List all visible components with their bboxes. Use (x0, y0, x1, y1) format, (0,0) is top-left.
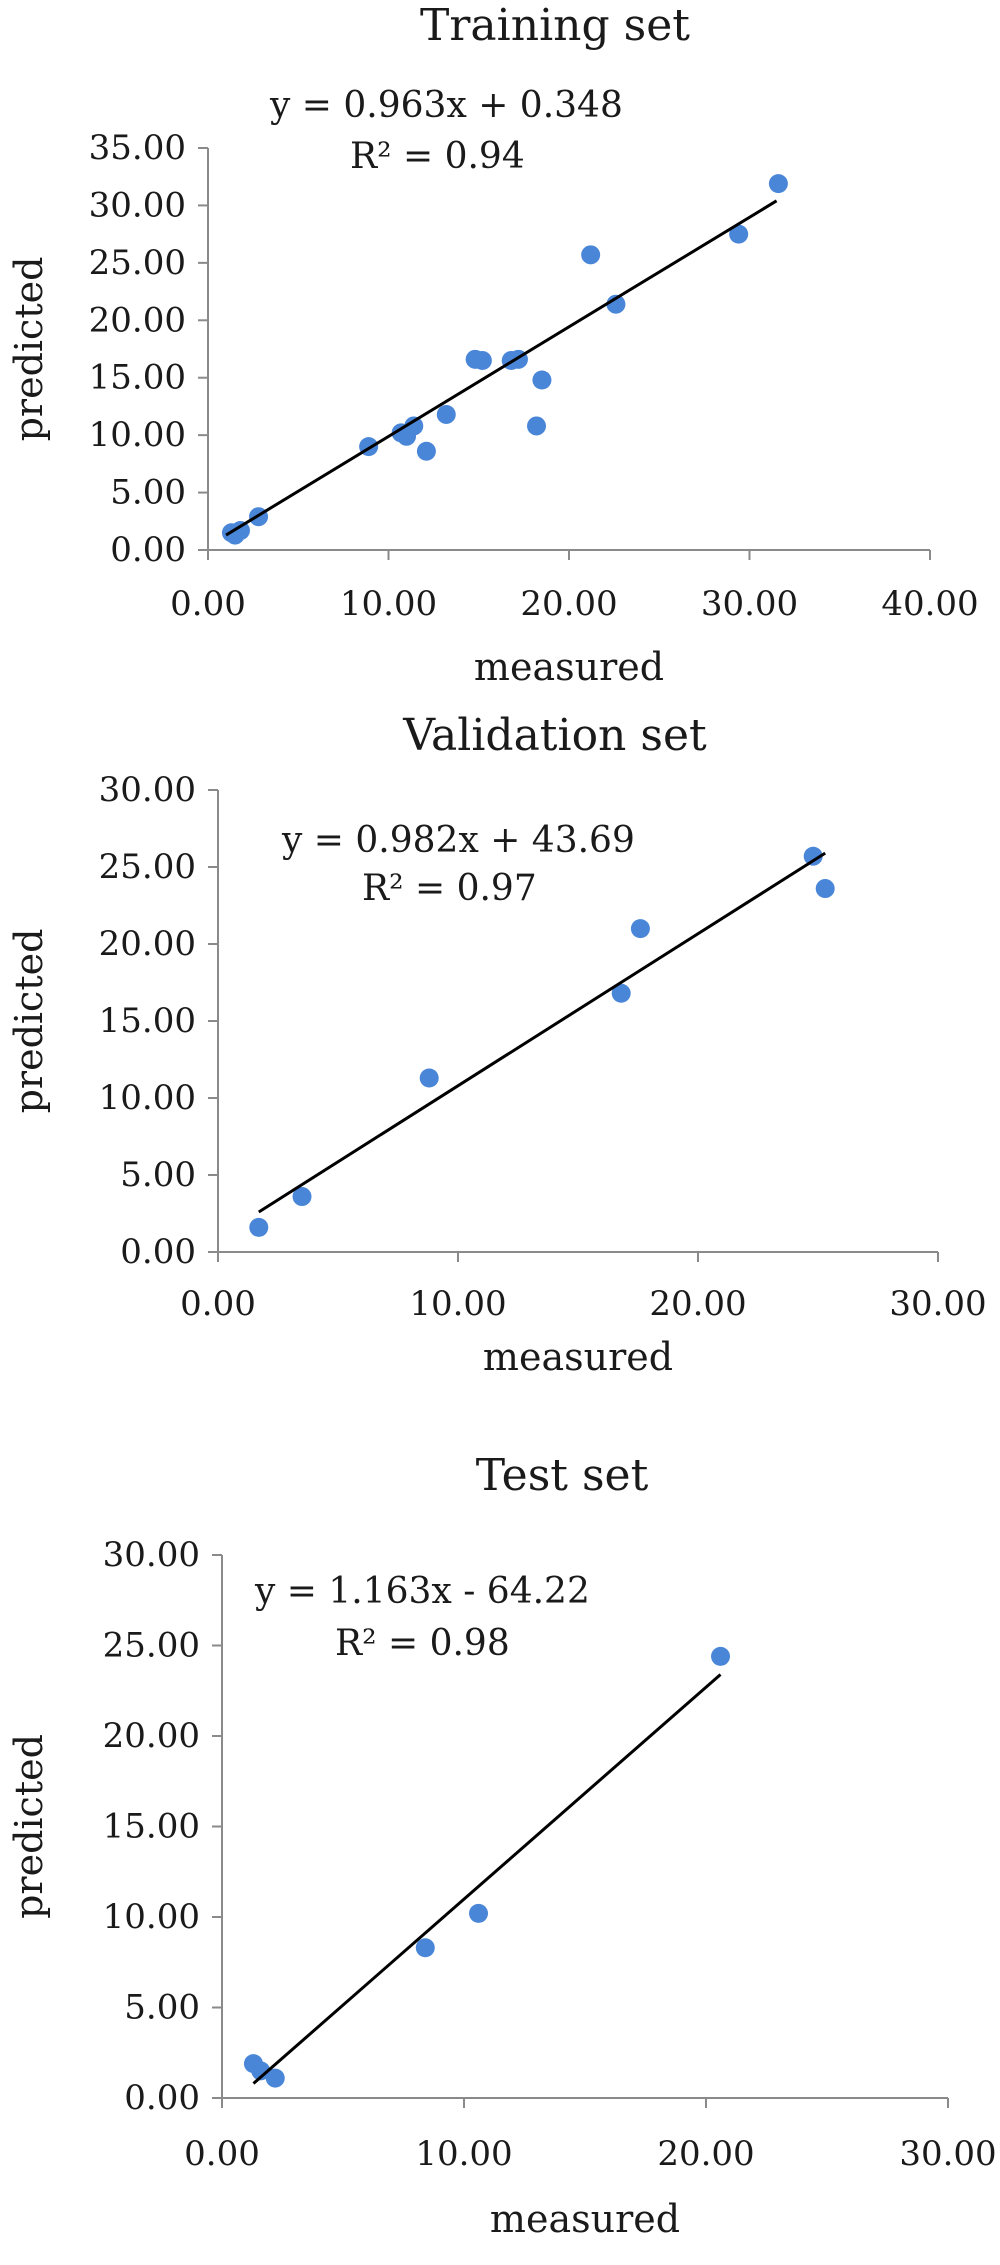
x-axis-label: measured (490, 2197, 680, 2241)
r-squared-label: R² = 0.98 (335, 1623, 510, 1664)
data-point (711, 1646, 731, 1666)
x-tick-label: 0.00 (184, 2134, 260, 2174)
x-tick-label: 30.00 (889, 1284, 986, 1324)
chart-title: Test set (476, 1450, 649, 1501)
y-tick-label: 20.00 (103, 1716, 200, 1756)
x-tick-label: 30.00 (701, 584, 798, 624)
x-tick-label: 20.00 (649, 1284, 746, 1324)
y-tick-label: 5.00 (110, 473, 186, 513)
y-tick-label: 10.00 (103, 1897, 200, 1937)
data-point (436, 404, 456, 424)
y-tick-label: 20.00 (99, 924, 196, 964)
y-tick-label: 30.00 (99, 770, 196, 810)
data-point (251, 2061, 271, 2081)
data-point (527, 416, 547, 436)
data-point (469, 1903, 489, 1923)
x-tick-label: 10.00 (409, 1284, 506, 1324)
chart-title: Training set (420, 0, 690, 51)
y-tick-label: 20.00 (89, 300, 186, 340)
y-tick-label: 25.00 (89, 243, 186, 283)
r-squared-label: R² = 0.94 (350, 136, 525, 177)
y-tick-label: 15.00 (103, 1807, 200, 1847)
data-point (611, 983, 631, 1003)
x-tick-label: 10.00 (415, 2134, 512, 2174)
trendline (252, 1673, 722, 2085)
data-point (415, 1938, 435, 1958)
x-tick-label: 0.00 (180, 1284, 256, 1324)
y-tick-label: 25.00 (99, 847, 196, 887)
y-tick-label: 0.00 (120, 1232, 196, 1272)
data-point (472, 350, 492, 370)
x-axis-label: measured (474, 645, 664, 689)
y-tick-label: 0.00 (124, 2078, 200, 2118)
r-squared-label: R² = 0.97 (362, 868, 537, 909)
chart-title: Validation set (402, 710, 707, 761)
y-tick-label: 5.00 (124, 1988, 200, 2028)
y-tick-label: 30.00 (103, 1535, 200, 1575)
x-tick-label: 40.00 (881, 584, 978, 624)
x-tick-label: 20.00 (657, 2134, 754, 2174)
data-point (815, 879, 835, 899)
data-point (581, 245, 601, 265)
y-tick-label: 35.00 (89, 128, 186, 168)
y-tick-label: 15.00 (99, 1001, 196, 1041)
x-tick-label: 0.00 (170, 584, 246, 624)
y-tick-label: 30.00 (89, 185, 186, 225)
regression-equation: y = 1.163x - 64.22 (254, 1571, 590, 1612)
data-point (265, 2068, 285, 2088)
regression-equation: y = 0.982x + 43.69 (281, 820, 635, 861)
data-point (532, 370, 552, 390)
x-tick-label: 30.00 (899, 2134, 996, 2174)
data-point (416, 441, 436, 461)
y-tick-label: 0.00 (110, 530, 186, 570)
y-axis-label: predicted (7, 257, 51, 442)
data-point (419, 1068, 439, 1088)
data-point (404, 416, 424, 436)
data-point (606, 294, 626, 314)
data-point (225, 525, 245, 545)
x-axis-label: measured (483, 1335, 673, 1379)
y-tick-label: 5.00 (120, 1155, 196, 1195)
y-tick-label: 25.00 (103, 1626, 200, 1666)
trendline (225, 199, 778, 537)
data-point (249, 1217, 269, 1237)
data-point (803, 846, 823, 866)
x-tick-label: 10.00 (340, 584, 437, 624)
data-point (729, 224, 749, 244)
trendline (257, 851, 827, 1214)
y-tick-label: 10.00 (89, 415, 186, 455)
data-point (630, 919, 650, 939)
data-point (292, 1187, 312, 1207)
y-axis-label: predicted (7, 929, 51, 1114)
y-tick-label: 10.00 (99, 1078, 196, 1118)
data-point (768, 174, 788, 194)
x-tick-label: 20.00 (520, 584, 617, 624)
y-axis-label: predicted (7, 1734, 51, 1919)
regression-equation: y = 0.963x + 0.348 (269, 85, 623, 126)
y-tick-label: 15.00 (89, 358, 186, 398)
